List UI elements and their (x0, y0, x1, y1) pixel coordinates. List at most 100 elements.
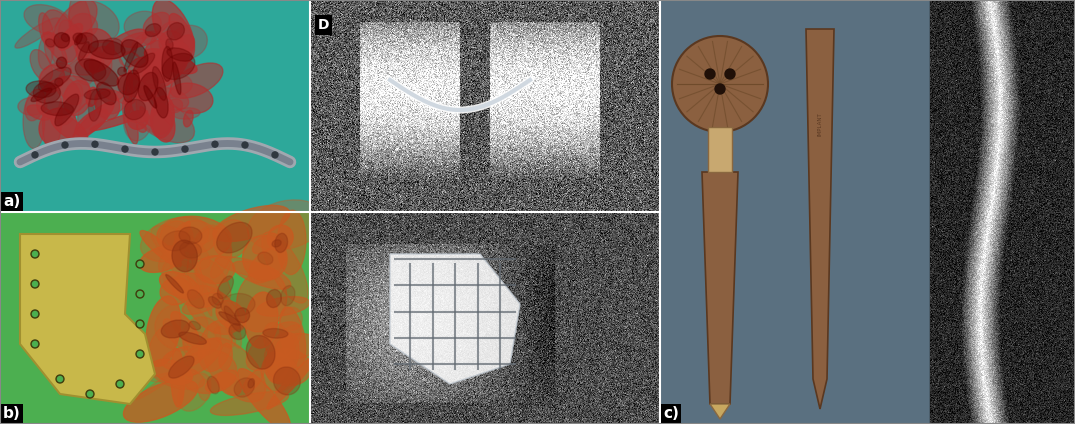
Circle shape (137, 350, 144, 358)
Ellipse shape (25, 89, 45, 121)
Circle shape (92, 141, 98, 147)
Ellipse shape (76, 29, 114, 72)
Ellipse shape (125, 70, 132, 116)
Ellipse shape (173, 108, 200, 119)
Ellipse shape (183, 293, 223, 314)
Ellipse shape (258, 252, 273, 265)
Ellipse shape (166, 275, 184, 293)
Ellipse shape (131, 43, 182, 79)
Ellipse shape (277, 210, 306, 275)
Ellipse shape (42, 32, 60, 46)
Circle shape (32, 251, 38, 257)
Polygon shape (710, 404, 730, 419)
Circle shape (62, 142, 68, 148)
Ellipse shape (61, 33, 70, 42)
Ellipse shape (119, 52, 140, 67)
Ellipse shape (177, 373, 211, 411)
Ellipse shape (226, 319, 245, 331)
Ellipse shape (182, 317, 220, 356)
Ellipse shape (88, 89, 101, 121)
Ellipse shape (131, 96, 195, 143)
Ellipse shape (152, 88, 188, 110)
Ellipse shape (207, 377, 219, 394)
Ellipse shape (155, 304, 209, 351)
Circle shape (87, 391, 92, 396)
Ellipse shape (267, 290, 282, 307)
Ellipse shape (54, 0, 97, 47)
Circle shape (152, 149, 158, 155)
Ellipse shape (124, 380, 198, 422)
Ellipse shape (77, 103, 95, 128)
Ellipse shape (170, 63, 223, 98)
Polygon shape (702, 172, 739, 404)
Ellipse shape (58, 20, 94, 85)
Bar (0, 212, 310, 424)
Ellipse shape (41, 102, 73, 116)
Circle shape (31, 250, 39, 258)
Ellipse shape (102, 29, 147, 59)
Ellipse shape (145, 24, 161, 36)
Ellipse shape (263, 323, 296, 368)
Ellipse shape (155, 87, 168, 118)
Ellipse shape (143, 12, 170, 35)
Ellipse shape (151, 225, 210, 269)
Bar (708, 127, 732, 172)
Text: IMPLANT: IMPLANT (817, 112, 822, 136)
Ellipse shape (78, 42, 89, 61)
Ellipse shape (124, 100, 145, 120)
Ellipse shape (229, 324, 246, 340)
Circle shape (138, 351, 143, 357)
Ellipse shape (160, 221, 194, 254)
Ellipse shape (73, 102, 114, 141)
Ellipse shape (257, 296, 310, 316)
Ellipse shape (280, 307, 302, 331)
Ellipse shape (137, 123, 146, 132)
Ellipse shape (39, 67, 71, 92)
Ellipse shape (215, 326, 235, 347)
Ellipse shape (159, 272, 199, 298)
Ellipse shape (42, 85, 62, 151)
Ellipse shape (162, 53, 195, 79)
Ellipse shape (69, 0, 119, 42)
Ellipse shape (37, 76, 90, 119)
Ellipse shape (248, 248, 285, 283)
Ellipse shape (153, 0, 195, 63)
Circle shape (31, 310, 39, 318)
Ellipse shape (55, 94, 78, 126)
Ellipse shape (160, 277, 191, 305)
Ellipse shape (276, 333, 318, 359)
Ellipse shape (124, 70, 140, 102)
Ellipse shape (234, 308, 249, 323)
Ellipse shape (184, 110, 194, 127)
Ellipse shape (213, 205, 290, 242)
Ellipse shape (75, 59, 105, 81)
Ellipse shape (57, 57, 67, 68)
Polygon shape (806, 29, 834, 409)
Ellipse shape (84, 89, 110, 100)
Ellipse shape (221, 293, 255, 316)
Text: c): c) (663, 406, 679, 421)
Circle shape (705, 69, 715, 79)
Ellipse shape (84, 60, 118, 86)
Ellipse shape (199, 320, 232, 371)
Ellipse shape (124, 96, 153, 141)
Ellipse shape (86, 87, 98, 106)
Circle shape (31, 280, 39, 288)
Ellipse shape (267, 354, 298, 384)
Circle shape (121, 146, 128, 152)
Ellipse shape (140, 231, 182, 267)
Ellipse shape (127, 71, 172, 123)
Ellipse shape (56, 53, 112, 98)
Ellipse shape (173, 221, 190, 251)
Circle shape (137, 290, 144, 298)
Ellipse shape (124, 11, 161, 39)
Ellipse shape (217, 372, 242, 396)
Ellipse shape (211, 392, 288, 416)
Ellipse shape (246, 335, 275, 369)
Ellipse shape (124, 42, 138, 72)
Ellipse shape (39, 108, 77, 146)
Ellipse shape (149, 326, 176, 363)
Ellipse shape (245, 292, 278, 348)
Ellipse shape (140, 246, 184, 273)
Ellipse shape (144, 49, 197, 74)
